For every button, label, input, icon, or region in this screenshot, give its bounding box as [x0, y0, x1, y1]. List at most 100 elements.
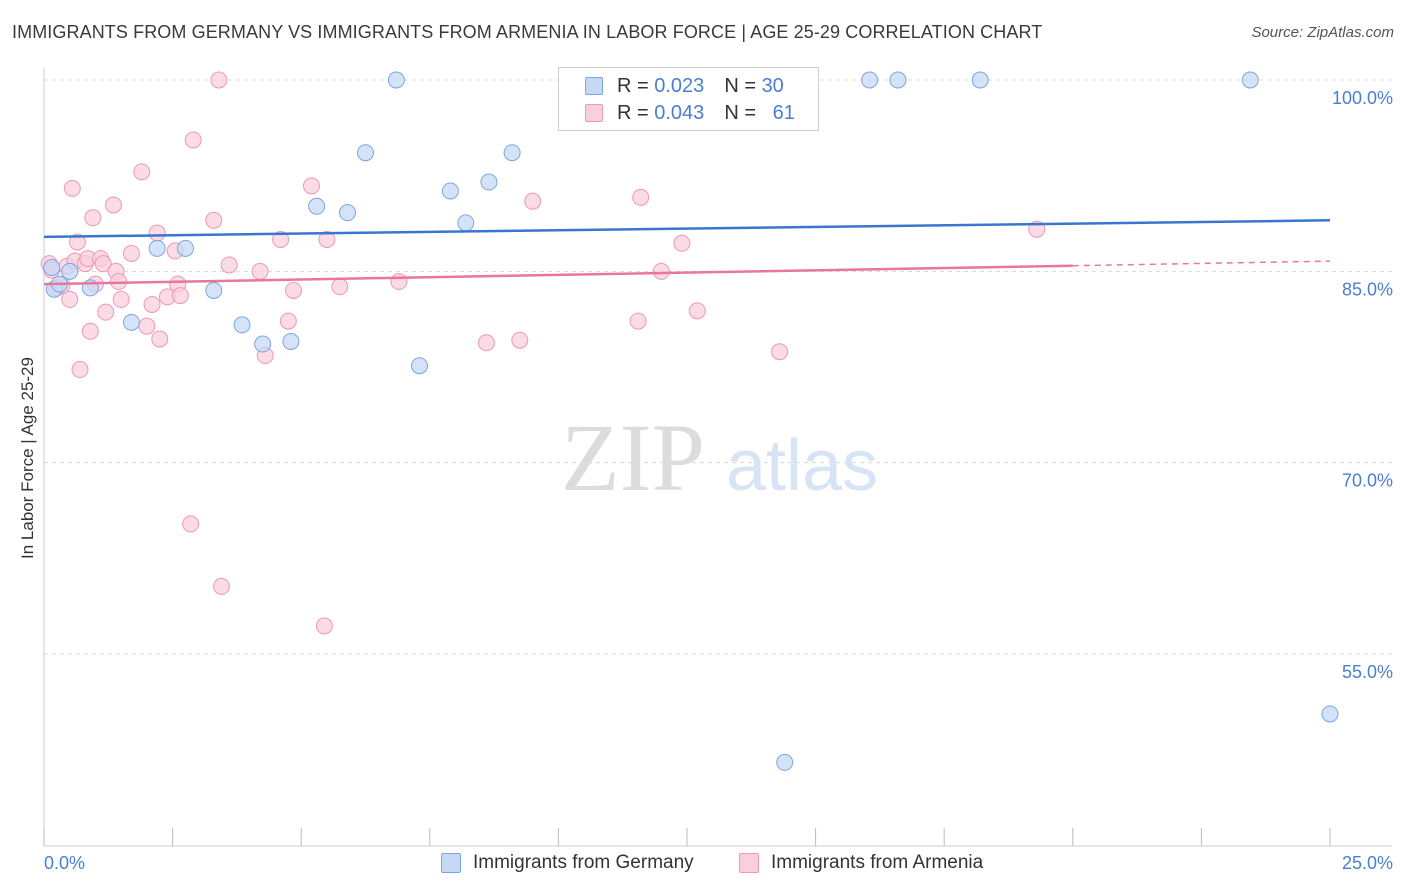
germany-data-point [176, 239, 194, 257]
germany-data-point [861, 71, 879, 89]
armenia-data-point [63, 179, 81, 197]
germany-data-point [480, 173, 498, 191]
bottom-armenia-swatch [739, 853, 759, 873]
y-axis-label: In Labor Force | Age 25-29 [18, 357, 37, 559]
watermark-atlas: atlas [726, 426, 878, 506]
armenia-data-point [331, 278, 349, 296]
germany-data-point [205, 281, 223, 299]
germany-data-point [1241, 71, 1259, 89]
armenia-data-point [94, 255, 112, 273]
armenia-data-point [688, 302, 706, 320]
germany-data-point [503, 144, 521, 162]
germany-data-point [889, 71, 907, 89]
correlation-legend: R = 0.023 N = 30 R = 0.043 N = 61 [558, 67, 819, 131]
armenia-data-point [210, 71, 228, 89]
armenia-data-point [212, 577, 230, 595]
armenia-data-point [81, 322, 99, 340]
bottom-germany-swatch [441, 853, 461, 873]
grid-lines [44, 79, 1392, 655]
chart-title: IMMIGRANTS FROM GERMANY VS IMMIGRANTS FR… [12, 22, 1043, 42]
legend-row-germany: R = 0.023 N = 30 [585, 74, 784, 98]
germany-data-point [43, 259, 61, 277]
armenia-data-point [390, 273, 408, 291]
armenia-data-point [632, 188, 650, 206]
germany-data-point [308, 197, 326, 215]
watermark-zip: ZIP [561, 404, 705, 511]
y-tick-label: 70.0% [1342, 471, 1393, 491]
armenia-data-point [148, 224, 166, 242]
armenia-data-point [220, 256, 238, 274]
armenia-data-point [279, 312, 297, 330]
germany-data-point [233, 316, 251, 334]
germany-data-point [411, 357, 429, 375]
armenia-data-point [151, 330, 169, 348]
germany-data-point [282, 332, 300, 350]
armenia-data-point [184, 131, 202, 149]
legend-row-armenia: R = 0.043 N = 61 [585, 101, 795, 125]
germany-n-value: 30 [761, 74, 784, 97]
armenia-data-point [511, 331, 529, 349]
germany-data-point [122, 313, 140, 331]
tick-labels: 55.0% 70.0% 85.0% 100.0% 0.0% 25.0% [44, 88, 1393, 873]
germany-swatch [585, 77, 603, 95]
armenia-data-point [97, 303, 115, 321]
armenia-trend-line [43, 264, 1073, 286]
y-tick-label: 85.0% [1342, 279, 1393, 299]
armenia-data-point [629, 312, 647, 330]
armenia-r-value: 0.043 [654, 101, 705, 124]
armenia-data-point [205, 211, 223, 229]
germany-data-point [61, 262, 79, 280]
germany-n-label: N = [724, 74, 756, 97]
trend-lines [43, 219, 1331, 286]
bottom-legend-armenia: Immigrants from Armenia [739, 852, 983, 874]
axes [43, 68, 1392, 847]
germany-data-point [457, 214, 475, 232]
armenia-data-point [284, 281, 302, 299]
armenia-data-point [104, 196, 122, 214]
armenia-data-point [71, 361, 89, 379]
armenia-data-point [315, 617, 333, 635]
armenia-r-label: R = [617, 101, 649, 124]
germany-r-value: 0.023 [654, 74, 705, 97]
germany-data-point [776, 753, 794, 771]
armenia-data-point [251, 262, 269, 280]
armenia-data-point [182, 515, 200, 533]
armenia-data-point [61, 290, 79, 308]
germany-data-point [441, 182, 459, 200]
germany-data-point [971, 71, 989, 89]
germany-trend-line [43, 219, 1331, 239]
armenia-n-value: 61 [772, 101, 795, 124]
armenia-data-point [143, 295, 161, 313]
x-tick-label-max: 25.0% [1342, 853, 1393, 873]
bottom-armenia-label: Immigrants from Armenia [771, 852, 984, 873]
armenia-data-point [138, 317, 156, 335]
armenia-swatch [585, 104, 603, 122]
armenia-n-label: N = [724, 101, 756, 124]
germany-data-point [387, 71, 405, 89]
armenia-data-point [673, 234, 691, 252]
germany-data-point [338, 204, 356, 222]
armenia-trend-line-extension [1072, 260, 1331, 267]
series-armenia-points [40, 71, 1046, 635]
armenia-data-point [133, 163, 151, 181]
armenia-data-point [302, 177, 320, 195]
source-credit: Source: ZipAtlas.com [1251, 24, 1394, 41]
armenia-data-point [112, 290, 130, 308]
germany-data-point [254, 335, 272, 353]
germany-data-point [1321, 705, 1339, 723]
armenia-data-point [171, 287, 189, 305]
germany-data-point [148, 239, 166, 257]
armenia-data-point [652, 262, 670, 280]
armenia-data-point [122, 244, 140, 262]
x-tick-label-min: 0.0% [44, 853, 85, 873]
armenia-data-point [318, 230, 336, 248]
bottom-germany-label: Immigrants from Germany [473, 852, 694, 873]
armenia-data-point [272, 230, 290, 248]
armenia-data-point [68, 233, 86, 251]
armenia-data-point [84, 209, 102, 227]
y-tick-label: 100.0% [1332, 88, 1393, 108]
zipatlas-watermark: ZIP atlas [561, 404, 878, 511]
germany-r-label: R = [617, 74, 649, 97]
armenia-data-point [477, 334, 495, 352]
